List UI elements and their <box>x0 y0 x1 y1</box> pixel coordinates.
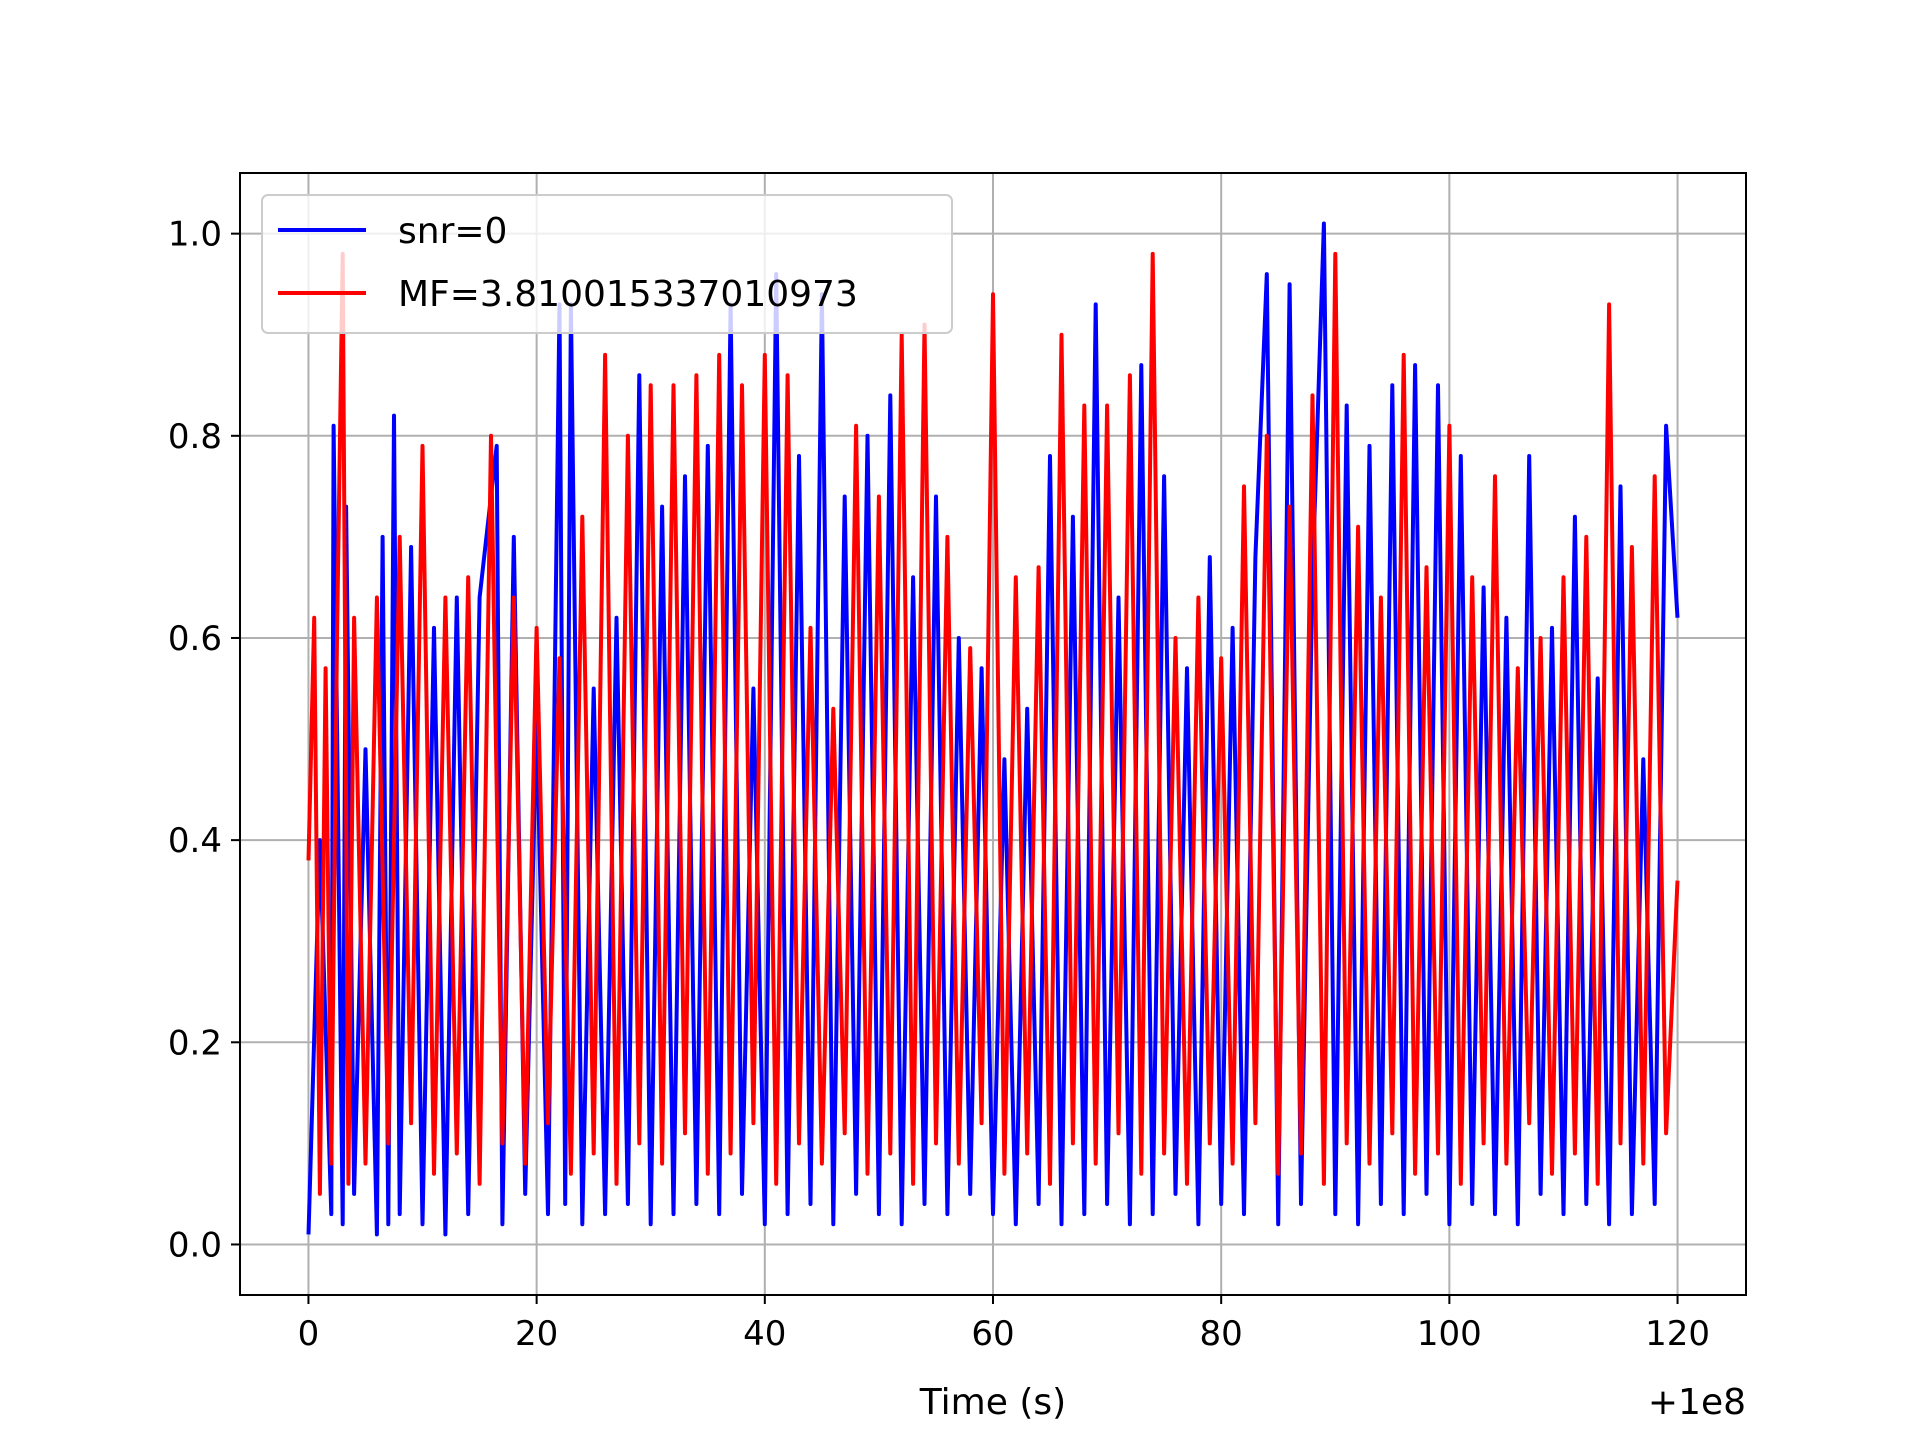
x-tick-label: 80 <box>1200 1314 1243 1354</box>
legend-label-snr: snr=0 <box>398 211 507 252</box>
legend-box <box>261 194 953 334</box>
x-tick-label: 100 <box>1417 1314 1482 1354</box>
legend: snr=0 MF=3.810015337010973 <box>261 194 953 334</box>
series-line-1 <box>306 251 1680 1196</box>
y-tick-label: 0.8 <box>168 417 222 457</box>
x-axis-ticks: 0 20 40 60 80 100 120 <box>298 1295 1710 1354</box>
x-axis-offset: +1e8 <box>1648 1382 1746 1423</box>
x-tick-label: 20 <box>515 1314 558 1354</box>
y-tick-label: 0.2 <box>168 1023 222 1063</box>
y-axis-ticks: 0.0 0.2 0.4 0.6 0.8 1.0 <box>168 215 240 1265</box>
y-tick-label: 1.0 <box>168 215 222 255</box>
x-tick-label: 40 <box>743 1314 786 1354</box>
y-tick-label: 0.0 <box>168 1225 222 1265</box>
x-axis-label: Time (s) <box>919 1382 1066 1423</box>
x-tick-label: 120 <box>1645 1314 1710 1354</box>
legend-label-mf: MF=3.810015337010973 <box>398 274 858 315</box>
y-tick-label: 0.4 <box>168 821 222 861</box>
y-tick-label: 0.6 <box>168 619 222 659</box>
x-tick-label: 0 <box>298 1314 320 1354</box>
plot-lines <box>306 221 1680 1237</box>
x-tick-label: 60 <box>971 1314 1014 1354</box>
